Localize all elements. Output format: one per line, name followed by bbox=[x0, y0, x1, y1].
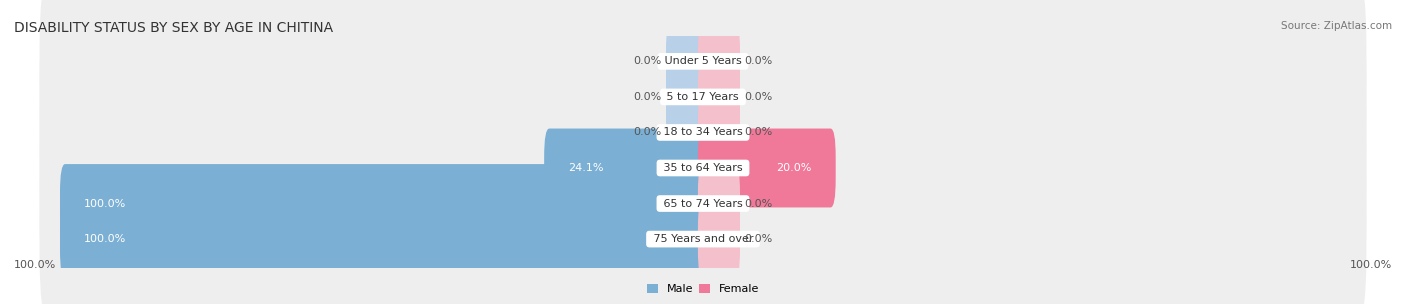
Text: 0.0%: 0.0% bbox=[633, 56, 662, 66]
Text: 100.0%: 100.0% bbox=[84, 199, 127, 209]
FancyBboxPatch shape bbox=[697, 129, 835, 207]
FancyBboxPatch shape bbox=[697, 57, 740, 136]
FancyBboxPatch shape bbox=[39, 80, 1367, 256]
Text: Source: ZipAtlas.com: Source: ZipAtlas.com bbox=[1281, 21, 1392, 31]
Text: 20.0%: 20.0% bbox=[776, 163, 811, 173]
Text: 100.0%: 100.0% bbox=[1350, 260, 1392, 270]
Text: 0.0%: 0.0% bbox=[744, 199, 773, 209]
FancyBboxPatch shape bbox=[39, 0, 1367, 150]
FancyBboxPatch shape bbox=[697, 22, 740, 101]
FancyBboxPatch shape bbox=[60, 200, 709, 278]
Text: 100.0%: 100.0% bbox=[14, 260, 56, 270]
FancyBboxPatch shape bbox=[697, 93, 740, 172]
Text: 24.1%: 24.1% bbox=[568, 163, 605, 173]
FancyBboxPatch shape bbox=[39, 151, 1367, 304]
Text: Under 5 Years: Under 5 Years bbox=[661, 56, 745, 66]
FancyBboxPatch shape bbox=[60, 164, 709, 243]
FancyBboxPatch shape bbox=[666, 93, 709, 172]
FancyBboxPatch shape bbox=[39, 44, 1367, 221]
FancyBboxPatch shape bbox=[544, 129, 709, 207]
Text: 0.0%: 0.0% bbox=[633, 127, 662, 137]
FancyBboxPatch shape bbox=[39, 116, 1367, 292]
Text: 18 to 34 Years: 18 to 34 Years bbox=[659, 127, 747, 137]
Text: 75 Years and over: 75 Years and over bbox=[650, 234, 756, 244]
FancyBboxPatch shape bbox=[666, 57, 709, 136]
FancyBboxPatch shape bbox=[39, 9, 1367, 185]
Text: DISABILITY STATUS BY SEX BY AGE IN CHITINA: DISABILITY STATUS BY SEX BY AGE IN CHITI… bbox=[14, 21, 333, 35]
Text: 65 to 74 Years: 65 to 74 Years bbox=[659, 199, 747, 209]
Legend: Male, Female: Male, Female bbox=[647, 284, 759, 294]
FancyBboxPatch shape bbox=[697, 200, 740, 278]
FancyBboxPatch shape bbox=[697, 164, 740, 243]
Text: 0.0%: 0.0% bbox=[633, 92, 662, 102]
Text: 0.0%: 0.0% bbox=[744, 56, 773, 66]
Text: 100.0%: 100.0% bbox=[84, 234, 127, 244]
FancyBboxPatch shape bbox=[666, 22, 709, 101]
Text: 35 to 64 Years: 35 to 64 Years bbox=[659, 163, 747, 173]
Text: 0.0%: 0.0% bbox=[744, 92, 773, 102]
Text: 0.0%: 0.0% bbox=[744, 127, 773, 137]
Text: 5 to 17 Years: 5 to 17 Years bbox=[664, 92, 742, 102]
Text: 0.0%: 0.0% bbox=[744, 234, 773, 244]
